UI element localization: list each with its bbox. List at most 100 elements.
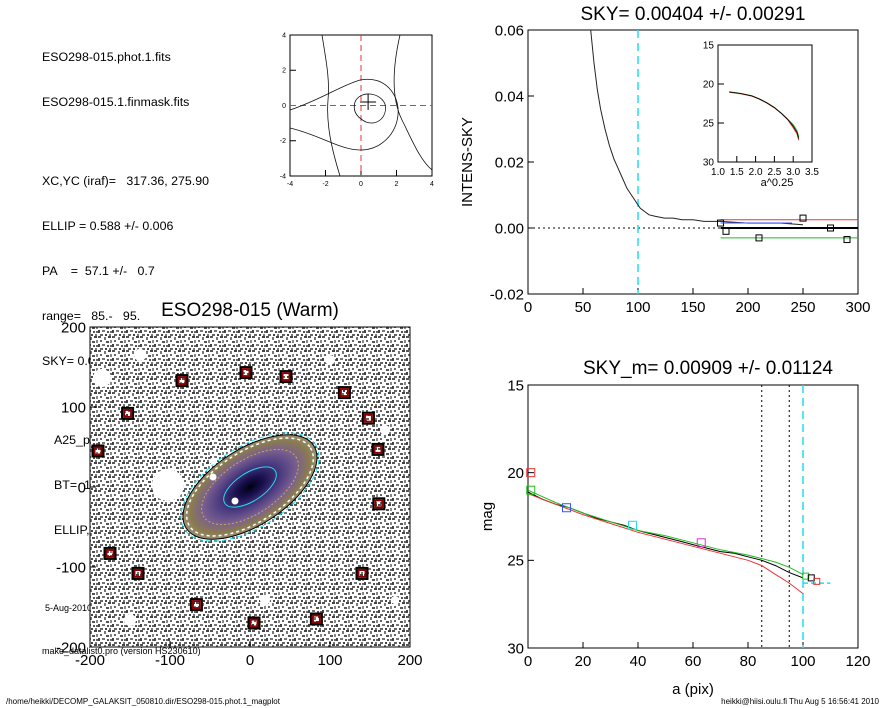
inset-xtick-label: 3.5 bbox=[805, 167, 819, 178]
mag-ytick-label: 15 bbox=[507, 377, 524, 394]
sky-xtick-label: 250 bbox=[790, 299, 815, 316]
mask-box-inner bbox=[249, 618, 259, 628]
mask-box-outer bbox=[175, 374, 189, 388]
galaxy-body bbox=[182, 434, 318, 540]
mask-box-inner bbox=[281, 372, 291, 382]
mag-xtick-label: 60 bbox=[685, 653, 702, 670]
galaxy-isophote bbox=[201, 449, 299, 525]
info-center: XC,YC (iraf)= 317.36, 275.90 bbox=[42, 174, 210, 188]
inset-ytick-label: 20 bbox=[703, 80, 715, 91]
mask-box-inner bbox=[133, 568, 143, 578]
image-masked-star bbox=[391, 596, 399, 604]
sky-ytick-label: 0.04 bbox=[495, 88, 524, 105]
sky-ytick-label: 0.00 bbox=[495, 220, 524, 237]
image-ytick-label: -200 bbox=[56, 639, 86, 656]
inset-ytick-label: 25 bbox=[703, 119, 715, 130]
mask-box-outer bbox=[189, 598, 203, 612]
mag-marker-cyan bbox=[628, 520, 637, 530]
image-ytick-label: -100 bbox=[56, 559, 86, 576]
footer-user: heikki@hiisi.oulu.fi Thu Aug 5 16:56:41 … bbox=[721, 697, 879, 706]
mask-box-outer bbox=[131, 566, 145, 580]
sky-title: SKY= 0.00404 +/- 0.00291 bbox=[580, 4, 805, 25]
mask-box-outer bbox=[371, 442, 385, 456]
image-masked-star bbox=[124, 614, 136, 626]
mag-ytick-label: 20 bbox=[507, 465, 524, 482]
mask-box-inner bbox=[373, 444, 383, 454]
mag-series-green bbox=[527, 489, 804, 575]
sky-ytick-label: 0.02 bbox=[495, 154, 524, 171]
contour-xtick-label: 2 bbox=[395, 181, 399, 188]
mask-box-outer bbox=[247, 616, 261, 630]
mask-box-outer bbox=[372, 497, 386, 511]
inset-xtick-label: 3.0 bbox=[786, 167, 800, 178]
mask-box-inner bbox=[123, 408, 133, 418]
mask-box-inner bbox=[357, 568, 367, 578]
footer-path: /home/heikki/DECOMP_GALAKSIT_050810.dir/… bbox=[6, 697, 280, 706]
image-xtick-label: 100 bbox=[317, 652, 342, 669]
sky-marker-red bbox=[722, 227, 730, 235]
contour-xtick-label: 0 bbox=[359, 181, 363, 188]
sky-ytick-label: 0.06 bbox=[495, 22, 524, 39]
mag-marker-green bbox=[526, 485, 536, 495]
galaxy-outer-black bbox=[182, 434, 318, 540]
image-xtick-label: 0 bbox=[246, 652, 254, 669]
image-xtick-label: -200 bbox=[75, 652, 105, 669]
galaxy-inner-cyan bbox=[223, 466, 277, 508]
info-range: range= 85.- 95. bbox=[42, 309, 141, 323]
mask-box-inner bbox=[191, 600, 201, 610]
inset-profile-black bbox=[729, 91, 800, 139]
inset-xtick-label: 2.5 bbox=[767, 167, 781, 178]
contour-ytick-label: 0 bbox=[282, 103, 286, 110]
mag-xtick-label: 80 bbox=[740, 653, 757, 670]
mag-series-red bbox=[527, 493, 804, 594]
image-xtick-label: -100 bbox=[155, 652, 185, 669]
mag-marker-red bbox=[526, 468, 536, 478]
inset-frame bbox=[717, 44, 813, 163]
mag-marker-blue bbox=[562, 503, 571, 513]
image-ytick-label: 100 bbox=[61, 399, 86, 416]
mask-box-inner bbox=[80, 505, 87, 512]
image-masked-star bbox=[260, 595, 270, 605]
mag-title: SKY_m= 0.00909 +/- 0.01124 bbox=[583, 358, 833, 379]
mag-marker-magenta bbox=[696, 538, 706, 548]
mag-ylabel: mag bbox=[479, 502, 496, 531]
mag-xtick-label: 120 bbox=[845, 653, 870, 670]
contour-ytick-label: -2 bbox=[280, 138, 286, 145]
image-masked-star bbox=[134, 349, 146, 361]
mag-ytick-label: 30 bbox=[507, 640, 524, 657]
inset-xlabel: a^0.25 bbox=[761, 177, 794, 189]
inset-xtick-label: 1.0 bbox=[711, 167, 725, 178]
contour-line bbox=[289, 78, 399, 151]
contour-ytick-label: -4 bbox=[280, 173, 286, 180]
sky-xtick-label: 150 bbox=[680, 299, 705, 316]
mask-box-outer bbox=[91, 444, 105, 458]
info-file: ESO298-015.phot.1.fits bbox=[42, 50, 171, 64]
mask-box-outer bbox=[337, 386, 351, 400]
contour-line bbox=[393, 34, 433, 171]
mag-end-marker bbox=[813, 577, 821, 585]
mask-box-inner bbox=[339, 388, 349, 398]
info-mask-file: ESO298-015.1.finmask.fits bbox=[42, 95, 190, 109]
contour-ytick-label: 2 bbox=[282, 68, 286, 75]
mask-box-outer bbox=[239, 366, 253, 380]
sky-xtick-label: 50 bbox=[575, 299, 592, 316]
mask-box-inner bbox=[93, 446, 103, 456]
image-masked-star bbox=[380, 425, 390, 435]
inset-xtick-label: 1.5 bbox=[730, 167, 744, 178]
mask-box-inner bbox=[177, 376, 187, 386]
sky-profile-line bbox=[590, 29, 804, 226]
contour-line bbox=[321, 34, 341, 177]
mask-box-inner bbox=[241, 368, 251, 378]
mag-end-marker bbox=[807, 574, 815, 582]
mag-ytick-label: 25 bbox=[507, 553, 524, 570]
image-masked-star bbox=[325, 355, 335, 365]
inset-ytick-label: 15 bbox=[703, 41, 715, 52]
sky-ylabel: INTENS-SKY bbox=[459, 117, 476, 207]
inset-xtick-label: 2.0 bbox=[749, 167, 763, 178]
mag-xtick-label: 40 bbox=[630, 653, 647, 670]
sky-xtick-label: 300 bbox=[845, 299, 870, 316]
mask-box-outer bbox=[121, 406, 135, 420]
image-masked-star bbox=[93, 369, 111, 387]
sky-marker-green bbox=[755, 234, 763, 242]
mag-xtick-label: 100 bbox=[790, 653, 815, 670]
